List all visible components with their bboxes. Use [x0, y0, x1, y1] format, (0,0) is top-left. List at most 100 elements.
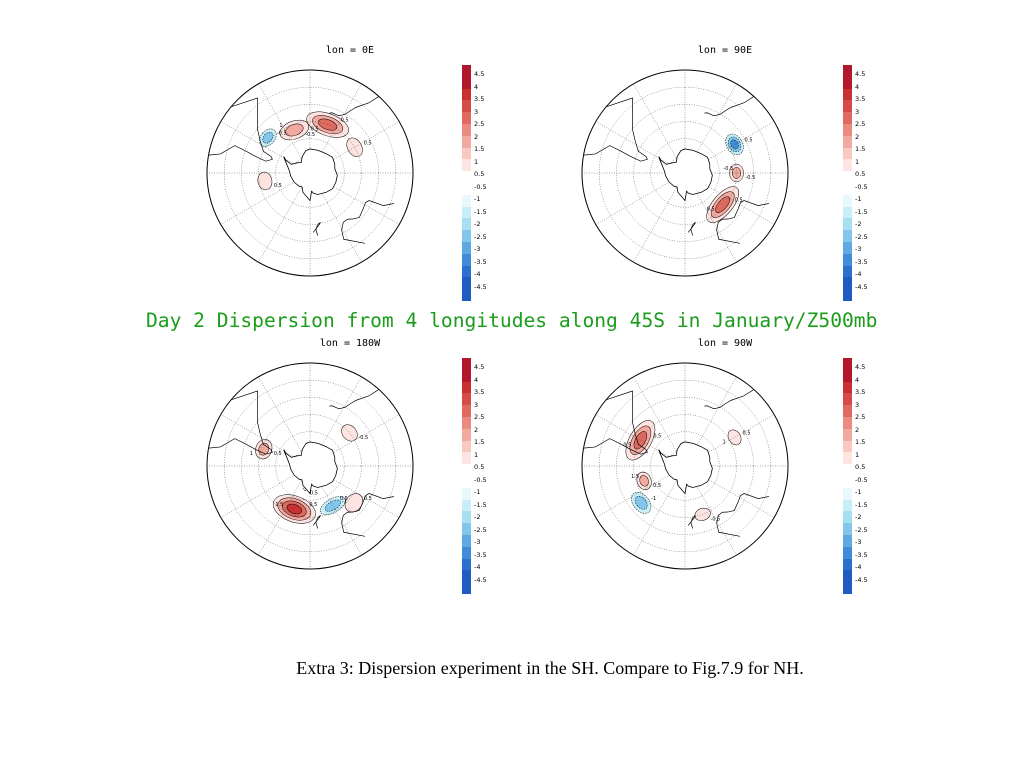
colorbar-segment	[843, 499, 852, 512]
meridian-gridline	[684, 465, 737, 556]
colorbar-segment	[462, 277, 471, 290]
colorbar-segment	[843, 570, 852, 583]
coastline	[312, 221, 321, 236]
colorbar-segment	[843, 405, 852, 418]
coastline	[716, 200, 769, 244]
meridian-gridline	[595, 172, 686, 225]
panel-title: lon = 90E	[697, 45, 753, 56]
map-content: 0.5-0.50.50.5-0.50.51	[207, 70, 413, 276]
latitude-gridline	[275, 431, 345, 501]
map-panel-0e: lon = 0E 0.5 -0.5 0.5 0.5 -0.5 0.5 1	[200, 45, 490, 300]
colorbar-segment	[843, 476, 852, 489]
meridian-gridline	[258, 172, 311, 263]
meridian-gridline	[684, 83, 737, 174]
colorbar-segment	[462, 88, 471, 101]
meridian-gridline	[220, 414, 311, 467]
colorbar: 4.5 4 3.5 3 2.5 2 1.5 1 0.5 -0.5 -1 -1.5 -2 -2.5 -3 -3.…	[462, 358, 510, 595]
colorbar-label: 3	[855, 400, 860, 409]
coastline	[329, 389, 380, 409]
colorbar-label: 3	[474, 400, 479, 409]
colorbar-label: -3.5	[474, 257, 487, 266]
colorbar-segment	[843, 112, 852, 125]
colorbar-segment	[462, 218, 471, 231]
colorbar-label: 4	[474, 375, 479, 384]
colorbar-label: 4.5	[855, 363, 866, 371]
colorbar-segment	[462, 112, 471, 125]
colorbar-label: -2.5	[855, 525, 868, 534]
figure-caption: Extra 3: Dispersion experiment in the SH…	[296, 658, 804, 678]
colorbar-label: -1.5	[474, 207, 487, 216]
colorbar-label: 2	[855, 425, 860, 434]
antarctica-coastline	[283, 441, 338, 495]
meridian-gridline	[595, 465, 686, 518]
map-content: 0.5 -0.5 0.5 0.5 -0.5	[582, 70, 788, 276]
colorbar-segment	[462, 511, 471, 524]
colorbar-segment	[462, 428, 471, 442]
colorbar-label: -1.5	[474, 500, 487, 509]
colorbar-label: 4	[474, 82, 479, 91]
coastline	[704, 96, 755, 116]
meridian-gridline	[309, 121, 400, 174]
colorbar-segment	[843, 582, 852, 595]
positive-anomaly-contour	[257, 171, 273, 191]
positive-anomaly-contour	[341, 424, 358, 442]
colorbar-segment	[843, 289, 852, 302]
colorbar-segment	[843, 194, 852, 208]
coastline	[329, 96, 380, 116]
contour-label: 1	[279, 123, 282, 129]
colorbar-label: 0.5	[474, 463, 485, 471]
colorbar-segment	[462, 369, 471, 383]
contour-label: -0.5	[358, 435, 368, 441]
map-content: 0.50.50.5-0.5-10.51.510.5	[207, 363, 413, 569]
contour-label: -0.5	[305, 132, 315, 138]
colorbar-label: -0.5	[855, 475, 868, 484]
meridian-gridline	[633, 376, 686, 467]
colorbar-segment	[843, 88, 852, 101]
colorbar-segment	[843, 417, 852, 430]
colorbar-segment	[462, 183, 471, 196]
negative-anomaly-contour	[262, 131, 274, 144]
map-panel-90w: lon = 90W 0.5 0.5 0.5 -0.5 -1 0.5 1.5 1	[575, 338, 865, 593]
meridian-gridline	[684, 172, 775, 225]
colorbar-segment	[843, 358, 852, 371]
colorbar-label: 4.5	[474, 70, 485, 78]
colorbar-segment	[462, 100, 471, 113]
colorbar-segment	[843, 381, 852, 394]
colorbar: 4.5 4 3.5 3 2.5 2 1.5 1 0.5 -0.5 -1 -1.5 -2 -2.5 -3 -3.…	[843, 65, 891, 302]
colorbar-label: 4.5	[855, 70, 866, 78]
coastline	[208, 390, 273, 455]
colorbar-segment	[843, 523, 852, 536]
colorbar-segment	[462, 171, 471, 184]
latitude-gridline	[633, 121, 737, 225]
colorbar-label: 2	[855, 132, 860, 141]
colorbar-segment	[462, 570, 471, 583]
contour-label: 0.5	[653, 433, 661, 439]
colorbar-segment	[843, 253, 852, 267]
latitude-gridline	[633, 414, 737, 518]
colorbar-label: 1.5	[855, 438, 866, 446]
contour-label: 0.5	[309, 502, 317, 508]
colorbar-segment	[462, 405, 471, 418]
colorbar-label: -4.5	[855, 282, 868, 291]
latitude-gridline	[258, 414, 362, 518]
colorbar-segment	[462, 381, 471, 394]
colorbar-label: -4.5	[855, 575, 868, 584]
meridian-gridline	[684, 465, 775, 518]
colorbar-segment	[462, 476, 471, 489]
colorbar-segment	[843, 230, 852, 243]
polar-map: 0.5 -0.5 0.5 0.5 -0.5	[581, 69, 789, 277]
contour-label: 0.5	[745, 137, 753, 143]
latitude-gridline	[258, 121, 362, 225]
colorbar-label: -1	[474, 488, 481, 496]
colorbar-segment	[843, 65, 852, 78]
contour-label: 0.5	[735, 198, 743, 204]
contour-label: 0.5	[364, 140, 372, 146]
map-content: 0.5 0.5 0.5 -0.5 -1 0.5 1.5 1	[582, 363, 788, 569]
colorbar-label: -0.5	[855, 182, 868, 191]
colorbar-label: -4	[474, 270, 481, 278]
coastline	[312, 514, 321, 529]
meridian-gridline	[633, 172, 686, 263]
contour-label: 1.5	[631, 474, 639, 480]
positive-anomaly-contour	[639, 475, 649, 487]
meridian-gridline	[595, 121, 686, 174]
